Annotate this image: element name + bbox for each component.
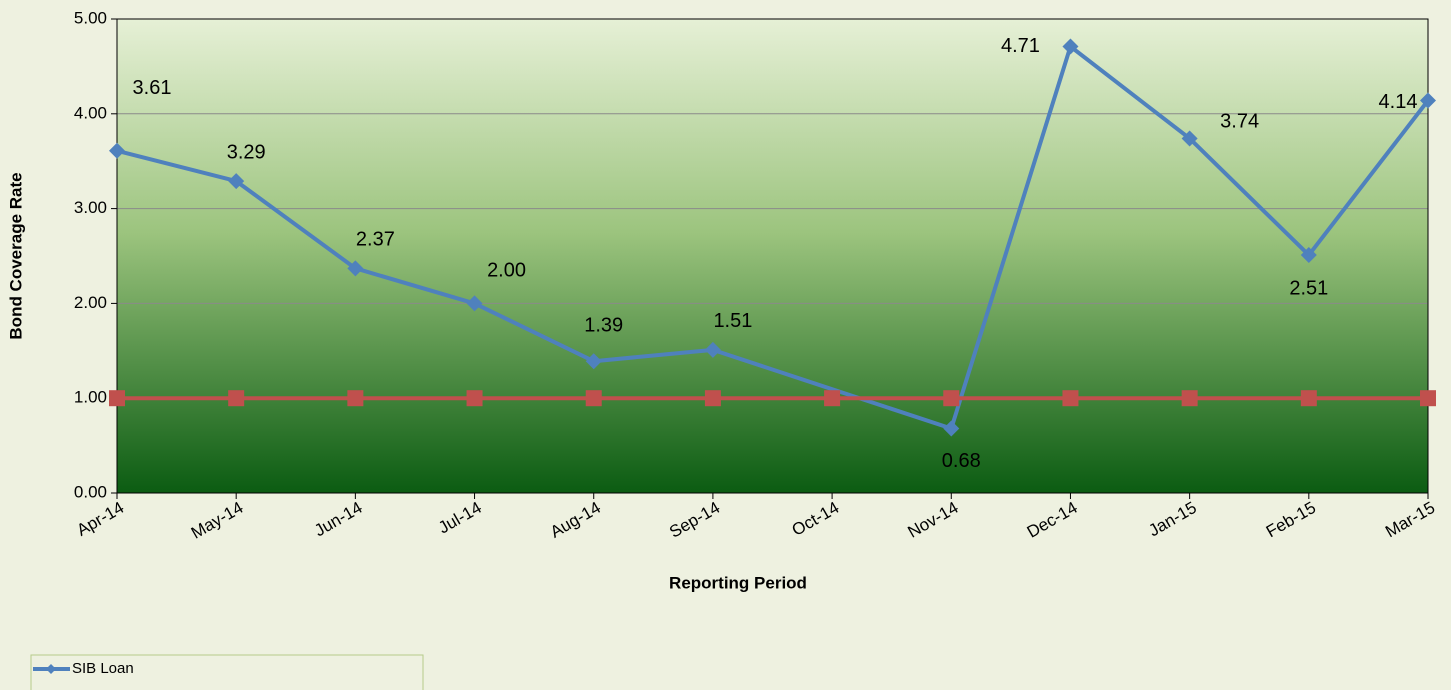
x-tick-label: Sep-14: [666, 498, 723, 542]
point: [466, 295, 483, 312]
data-label: 3.29: [227, 141, 266, 163]
plot-border: [116, 18, 1429, 494]
x-tick-label: Feb-15: [1263, 498, 1319, 541]
point: [1420, 92, 1436, 109]
x-axis-title: Reporting Period: [669, 573, 807, 592]
x-tick-label: Aug-14: [547, 498, 604, 542]
point: [1181, 390, 1198, 407]
point: [228, 173, 245, 190]
x-tick-label: May-14: [188, 498, 247, 543]
legend-marker: [46, 664, 56, 674]
point: [824, 390, 841, 407]
y-tick-label: 2.00: [74, 293, 107, 312]
point: [1300, 247, 1317, 264]
point: [585, 353, 602, 370]
point: [1062, 390, 1079, 407]
data-label: 2.37: [356, 229, 395, 251]
x-tick-label: Oct-14: [789, 498, 843, 540]
point: [109, 142, 125, 159]
legend-label: Minimum allowable coverage (1.00): [72, 688, 309, 690]
legend-box: [30, 654, 424, 690]
point: [228, 390, 245, 407]
point: [585, 390, 602, 407]
point: [109, 390, 125, 407]
data-label: 1.51: [713, 310, 752, 332]
x-tick-label: Jan-15: [1145, 498, 1200, 540]
point: [1062, 38, 1079, 55]
data-label: 1.39: [584, 315, 623, 337]
y-tick-label: 0.00: [74, 482, 107, 501]
point: [1181, 130, 1198, 147]
point: [943, 390, 960, 407]
x-tick-label: Jul-14: [435, 498, 485, 538]
point: [1300, 390, 1317, 407]
x-tick-label: Apr-14: [74, 498, 128, 540]
data-label: 3.74: [1220, 111, 1259, 133]
y-axis-title: Bond Coverage Rate: [6, 172, 25, 339]
x-tick-label: Nov-14: [905, 498, 962, 542]
x-tick-label: Mar-15: [1382, 498, 1438, 541]
x-tick-label: Jun-14: [311, 498, 366, 540]
point: [704, 390, 721, 407]
y-tick-label: 4.00: [74, 103, 107, 122]
point: [466, 390, 483, 407]
y-tick-label: 1.00: [74, 388, 107, 407]
point: [943, 420, 960, 437]
y-tick-label: 3.00: [74, 198, 107, 217]
data-label: 3.61: [133, 77, 172, 99]
data-label: 0.68: [942, 450, 981, 472]
legend-label: SIB Loan: [72, 660, 134, 677]
data-label: 4.14: [1379, 91, 1418, 113]
point: [347, 390, 364, 407]
point: [1420, 390, 1436, 407]
x-tick-label: Dec-14: [1024, 498, 1081, 542]
point: [704, 341, 721, 358]
plot-area: [117, 19, 1428, 493]
point: [347, 260, 364, 277]
data-label: 2.00: [487, 260, 526, 282]
y-tick-label: 5.00: [74, 8, 107, 27]
data-label: 4.71: [1001, 35, 1040, 57]
data-label: 2.51: [1289, 277, 1328, 299]
